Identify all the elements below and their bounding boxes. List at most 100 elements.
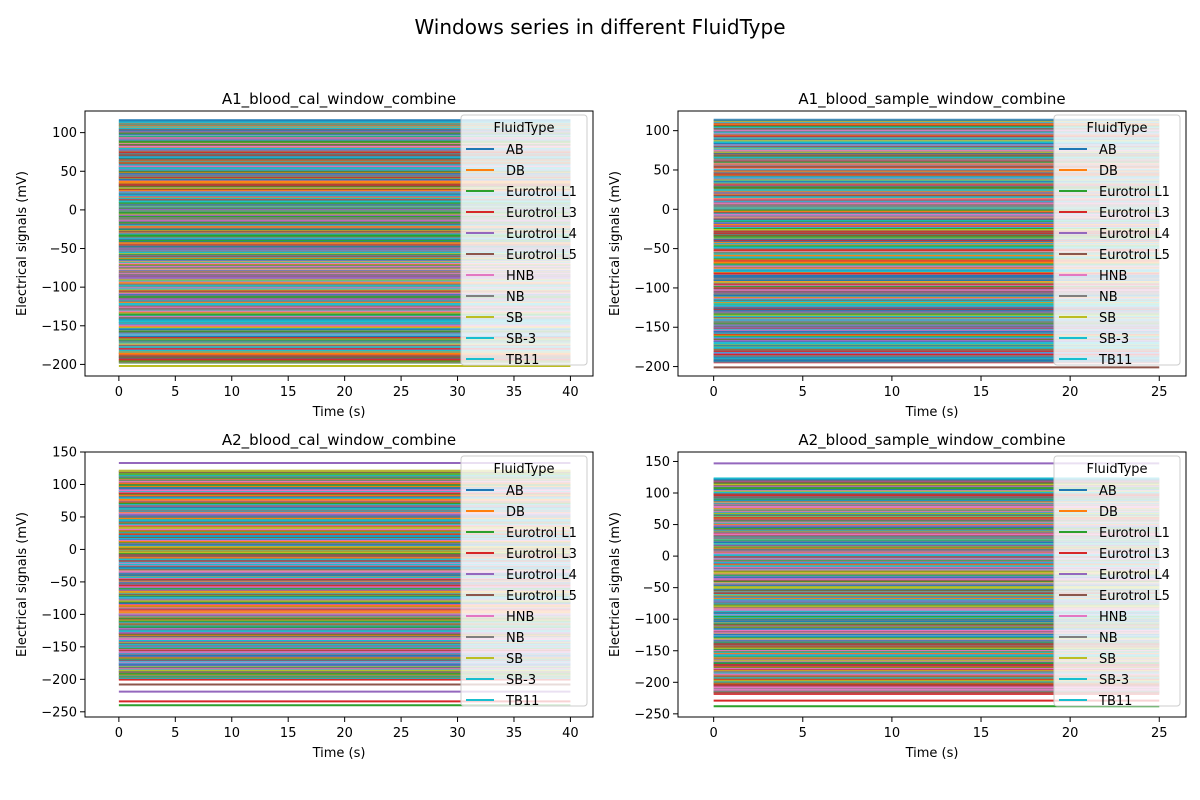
y-tick-label: −250	[41, 705, 77, 720]
axes-frame	[84, 451, 594, 718]
y-tick-label: −50	[643, 581, 670, 596]
x-tick-label: 40	[562, 726, 579, 741]
legend-entry: Eurotrol L4	[506, 227, 577, 242]
x-axis-label: Time (s)	[905, 746, 959, 761]
legend-entry: SB-3	[1099, 332, 1129, 347]
y-tick-label: 100	[52, 478, 77, 493]
legend-entry: Eurotrol L5	[1099, 248, 1170, 263]
legend-entry: HNB	[506, 610, 534, 625]
legend-entry: Eurotrol L3	[1099, 547, 1170, 562]
legend-entry: SB-3	[506, 332, 536, 347]
legend-entry: Eurotrol L5	[506, 248, 577, 263]
legend-entry: Eurotrol L1	[1099, 526, 1170, 541]
x-tick-label: 25	[393, 385, 410, 400]
x-tick-label: 10	[223, 385, 240, 400]
legend-entry: Eurotrol L4	[1099, 227, 1170, 242]
legend-entry: DB	[1099, 164, 1118, 179]
y-tick-label: −50	[643, 242, 670, 257]
y-axis-label: Electrical signals (mV)	[608, 512, 623, 657]
legend-title: FluidType	[493, 462, 554, 477]
legend: FluidType AB DB Eurotrol L1 Eurotrol L3 Eurot…	[1053, 455, 1181, 709]
y-tick-label: −200	[41, 358, 77, 373]
x-tick-label: 35	[506, 726, 523, 741]
x-tick-label: 20	[1062, 726, 1079, 741]
legend-entry: Eurotrol L1	[506, 185, 577, 200]
y-tick-label: 50	[653, 518, 670, 533]
y-tick-label: −50	[50, 242, 77, 257]
y-tick-label: −50	[50, 575, 77, 590]
y-tick-label: 100	[52, 126, 77, 141]
x-tick-label: 15	[280, 385, 297, 400]
legend-entry: Eurotrol L1	[506, 526, 577, 541]
figure-suptitle: Windows series in different FluidType	[414, 15, 785, 39]
x-tick-label: 0	[115, 385, 123, 400]
x-tick-label: 0	[115, 726, 123, 741]
legend-box	[1053, 455, 1181, 707]
y-tick-label: −100	[41, 608, 77, 623]
subplot-2: A1_blood_sample_window_combine 0 5 10 15 20 25…	[608, 90, 1187, 420]
x-tick-label: 10	[884, 726, 901, 741]
legend-box	[460, 455, 588, 707]
legend-title: FluidType	[493, 121, 554, 136]
y-tick-label: −200	[634, 676, 670, 691]
x-tick-label: 5	[799, 726, 807, 741]
y-tick-label: −150	[41, 640, 77, 655]
y-tick-label: −100	[41, 281, 77, 296]
legend-entry: HNB	[1099, 269, 1127, 284]
x-tick-label: 15	[973, 385, 990, 400]
legend-entry: AB	[506, 143, 524, 158]
legend-entry: DB	[506, 164, 525, 179]
legend-entry: SB	[1099, 652, 1116, 667]
legend-box	[460, 114, 588, 366]
legend-entry: TB11	[1098, 353, 1132, 368]
legend-entry: NB	[1099, 631, 1118, 646]
x-tick-label: 15	[973, 726, 990, 741]
legend-entry: NB	[506, 290, 525, 305]
x-tick-label: 25	[1151, 385, 1168, 400]
x-tick-label: 15	[280, 726, 297, 741]
legend-entry: SB	[1099, 311, 1116, 326]
subplot-title: A2_blood_cal_window_combine	[222, 431, 456, 450]
legend-entry: HNB	[506, 269, 534, 284]
legend-entry: Eurotrol L3	[506, 206, 577, 221]
legend: FluidType AB DB Eurotrol L1 Eurotrol L3 Eurot…	[460, 114, 588, 368]
legend-entry: Eurotrol L5	[1099, 589, 1170, 604]
subplot-4: A2_blood_sample_window_combine 0 5 10 15 20 25…	[608, 431, 1187, 761]
x-tick-label: 10	[884, 385, 901, 400]
subplot-1: A1_blood_cal_window_combine 0 5 10 15 20 25 30 3…	[15, 90, 594, 420]
legend-entry: DB	[1099, 505, 1118, 520]
y-tick-label: −250	[634, 707, 670, 722]
y-tick-label: −100	[634, 281, 670, 296]
x-tick-label: 10	[223, 726, 240, 741]
x-tick-label: 20	[336, 726, 353, 741]
legend-title: FluidType	[1086, 462, 1147, 477]
x-tick-label: 0	[710, 385, 718, 400]
y-tick-label: 0	[662, 550, 670, 565]
legend-entry: Eurotrol L3	[1099, 206, 1170, 221]
legend-box	[1053, 114, 1181, 366]
legend-entry: Eurotrol L4	[1099, 568, 1170, 583]
subplot-title: A2_blood_sample_window_combine	[798, 431, 1065, 450]
y-tick-label: 50	[60, 510, 77, 525]
legend-entry: HNB	[1099, 610, 1127, 625]
x-tick-label: 0	[710, 726, 718, 741]
legend-entry: Eurotrol L1	[1099, 185, 1170, 200]
legend-entry: TB11	[505, 353, 539, 368]
legend-entry: SB	[506, 652, 523, 667]
x-tick-label: 20	[1062, 385, 1079, 400]
legend-entry: Eurotrol L3	[506, 547, 577, 562]
y-tick-label: 0	[662, 203, 670, 218]
x-axis-label: Time (s)	[312, 746, 366, 761]
y-tick-label: 100	[645, 487, 670, 502]
legend-entry: TB11	[1098, 694, 1132, 709]
axes-frame	[677, 451, 1187, 718]
y-tick-label: 50	[653, 163, 670, 178]
legend-entry: NB	[506, 631, 525, 646]
y-axis-label: Electrical signals (mV)	[15, 512, 30, 657]
subplot-3: A2_blood_cal_window_combine 0 5 10 15 20 25 30 3…	[15, 431, 594, 761]
y-tick-label: −200	[41, 673, 77, 688]
legend-entry: SB-3	[506, 673, 536, 688]
legend-entry: TB11	[505, 694, 539, 709]
legend: FluidType AB DB Eurotrol L1 Eurotrol L3 Eurot…	[1053, 114, 1181, 368]
